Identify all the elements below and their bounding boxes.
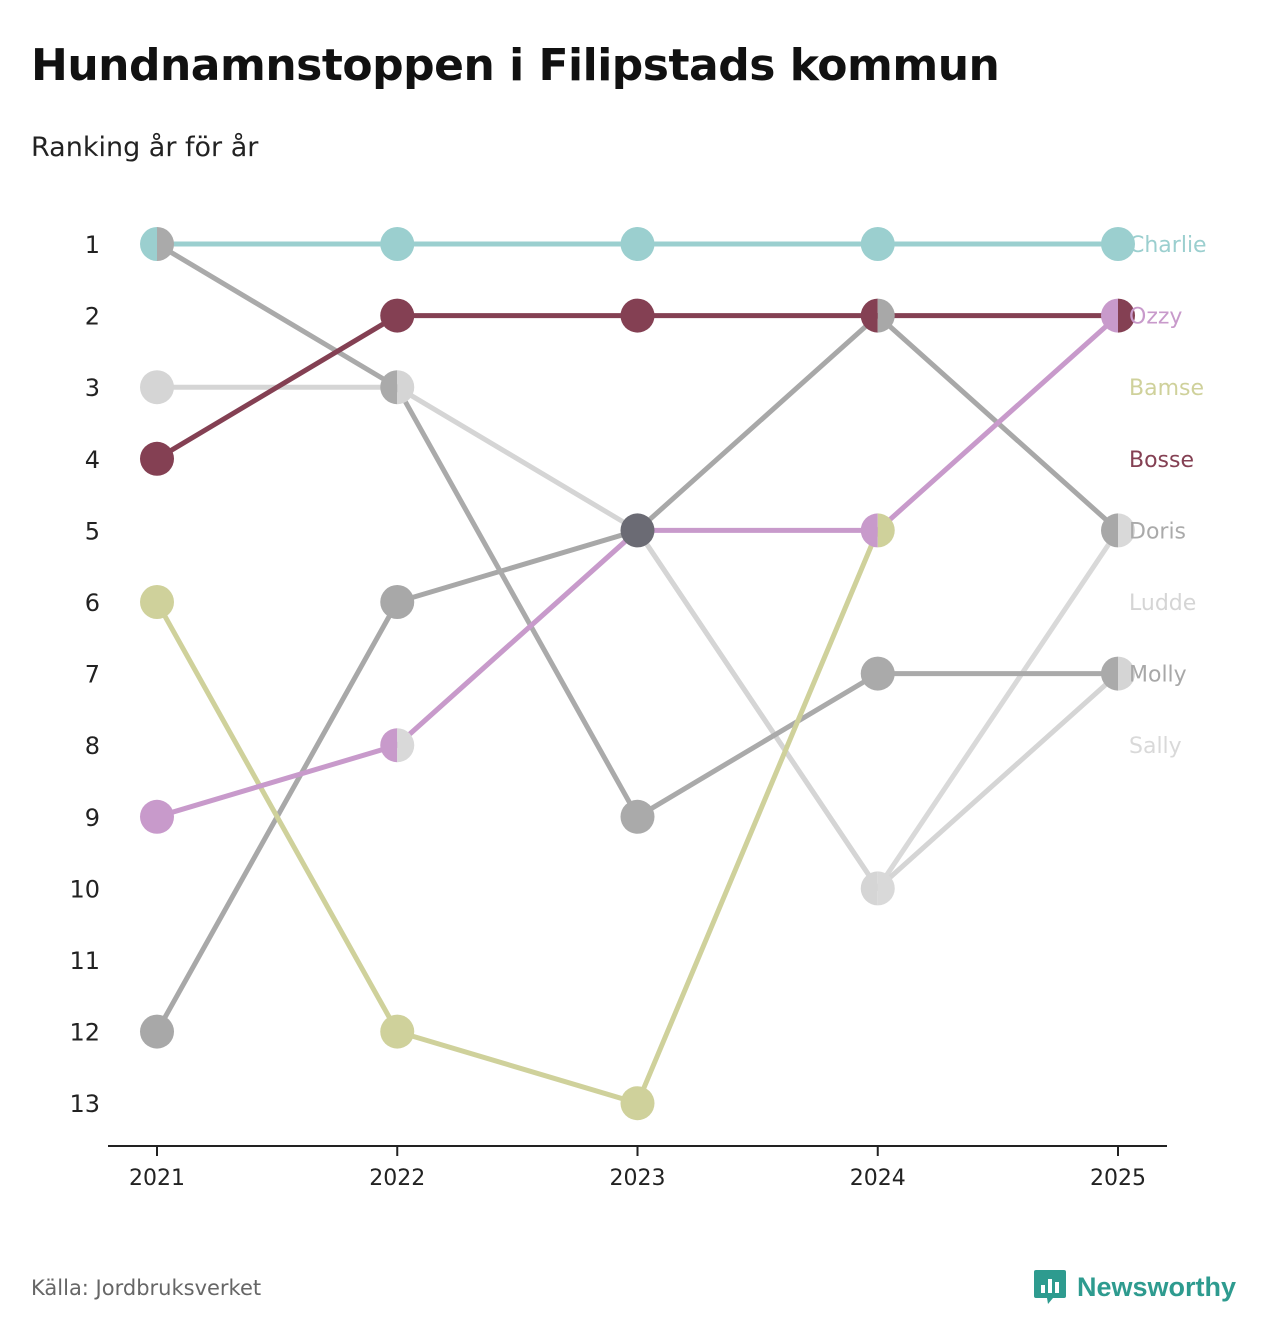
y-tick-label-8: 8 xyxy=(85,732,100,760)
point-bosse-2022 xyxy=(380,298,415,333)
point-ozzy-ludde-molly-sally-2023 xyxy=(620,513,655,548)
series-label-molly: Molly xyxy=(1129,663,1187,688)
x-tick-label-2021: 2021 xyxy=(129,1166,185,1191)
series-labels: Charlie Ozzy Bamse Bosse Doris Ludde Molly Sall… xyxy=(1129,233,1207,759)
series-points xyxy=(140,227,1135,1121)
series-line-molly-2022 xyxy=(394,527,640,605)
series-line-ozzy-2021 xyxy=(154,742,400,820)
series-label-bosse: Bosse xyxy=(1129,448,1194,473)
point-ozzy-bamse-2024-right xyxy=(877,513,895,548)
point-molly-sally-2025-left xyxy=(1101,513,1118,548)
point-bosse-2021 xyxy=(140,441,174,476)
y-tick-label-1: 1 xyxy=(85,231,100,259)
y-tick-label-7: 7 xyxy=(85,661,100,689)
y-tick-label-13: 13 xyxy=(69,1090,100,1118)
point-bamse-2022 xyxy=(380,1014,415,1049)
brand-logo: Newsworthy xyxy=(1033,1268,1236,1306)
point-bosse-molly-2024-left xyxy=(860,298,878,333)
point-ludde-sally-2024-right xyxy=(877,871,895,906)
point-charlie-2022 xyxy=(380,227,415,261)
point-bamse-2021 xyxy=(140,585,174,619)
point-doris-ludde-2025-right xyxy=(1118,656,1135,691)
chart-title: Hundnamnstoppen i Filipstads kommun xyxy=(31,40,1000,91)
point-molly-sally-2025-right xyxy=(1118,513,1135,548)
series-line-doris-2022 xyxy=(394,384,640,820)
x-tick-label-2022: 2022 xyxy=(369,1166,425,1191)
series-line-bamse-2022 xyxy=(394,1029,640,1106)
series-label-sally: Sally xyxy=(1129,734,1182,759)
point-molly-2021 xyxy=(140,1014,174,1049)
point-ludde-2021 xyxy=(140,370,174,405)
point-ludde-sally-2024-left xyxy=(860,871,878,906)
series-line-doris-2021 xyxy=(154,241,400,390)
point-molly-2022 xyxy=(380,585,415,619)
series-line-ludde-2024 xyxy=(875,671,1121,891)
point-charlie-2025 xyxy=(1101,227,1135,261)
series-line-bamse-2023 xyxy=(635,527,881,1106)
y-tick-label-12: 12 xyxy=(69,1019,100,1047)
series-line-sally-2024 xyxy=(875,527,1121,891)
series-line-ozzy-2022 xyxy=(394,527,640,748)
y-tick-label-10: 10 xyxy=(69,875,100,903)
y-tick-label-5: 5 xyxy=(85,517,100,545)
point-doris-2024 xyxy=(860,656,895,691)
point-ozzy-bosse-2025-right xyxy=(1118,298,1135,333)
series-label-bamse: Bamse xyxy=(1129,376,1204,401)
x-tick-label-2023: 2023 xyxy=(610,1166,666,1191)
bump-chart: Charlie Ozzy Bamse Bosse Doris Ludde Molly Sall… xyxy=(69,227,1207,1191)
point-ozzy-bosse-2025-left xyxy=(1101,298,1118,333)
point-doris-ludde-2022-left xyxy=(380,370,398,405)
series-line-bamse-2021 xyxy=(154,599,400,1035)
series-line-ludde-2023 xyxy=(635,527,881,891)
y-tick-label-3: 3 xyxy=(85,374,100,402)
y-tick-label-6: 6 xyxy=(85,589,100,617)
series-line-ozzy-2024 xyxy=(875,313,1121,533)
point-ozzy-bamse-2024-left xyxy=(860,513,878,548)
point-ozzy-sally-2022-right xyxy=(397,728,415,763)
series-label-ozzy: Ozzy xyxy=(1129,305,1182,330)
point-bosse-molly-2024-right xyxy=(877,298,895,333)
brand-name: Newsworthy xyxy=(1077,1271,1237,1302)
point-charlie-doris-2021-left xyxy=(140,227,157,261)
y-tick-label-4: 4 xyxy=(85,446,100,474)
y-tick-label-9: 9 xyxy=(85,804,100,832)
series-lines xyxy=(154,241,1121,1106)
series-label-doris: Doris xyxy=(1129,519,1186,544)
x-tick-label-2025: 2025 xyxy=(1090,1166,1146,1191)
chart-subtitle: Ranking år för år xyxy=(31,132,259,163)
point-charlie-doris-2021-right xyxy=(157,227,174,261)
series-line-ludde-2022 xyxy=(394,384,640,533)
newsworthy-logo-icon xyxy=(1034,1270,1066,1304)
x-tick-label-2024: 2024 xyxy=(850,1166,906,1191)
point-doris-ludde-2022-right xyxy=(397,370,415,405)
point-bosse-2023 xyxy=(620,298,655,333)
series-line-molly-2023 xyxy=(635,313,881,533)
y-tick-label-2: 2 xyxy=(85,303,100,331)
point-charlie-2024 xyxy=(860,227,895,261)
source-note: Källa: Jordbruksverket xyxy=(31,1276,262,1300)
point-ozzy-2021 xyxy=(140,799,174,834)
point-ozzy-sally-2022-left xyxy=(380,728,398,763)
point-bamse-2023 xyxy=(620,1086,655,1121)
point-doris-ludde-2025-left xyxy=(1101,656,1118,691)
point-charlie-2023 xyxy=(620,227,655,261)
series-label-ludde: Ludde xyxy=(1129,591,1196,616)
point-doris-2023 xyxy=(620,799,655,834)
series-line-doris-2023 xyxy=(635,671,881,820)
series-line-bosse-2021 xyxy=(154,313,400,462)
series-label-charlie: Charlie xyxy=(1129,233,1207,258)
y-tick-label-11: 11 xyxy=(69,947,100,975)
